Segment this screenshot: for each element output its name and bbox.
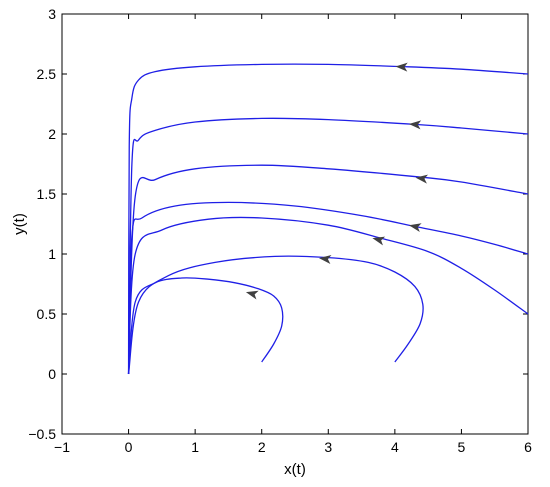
y-axis-label: y(t) <box>11 213 28 235</box>
x-tick-label: 4 <box>391 439 399 455</box>
trajectory-6 <box>127 255 424 375</box>
trajectory-1 <box>127 63 529 375</box>
x-tick-label: 6 <box>524 439 532 455</box>
trajectory-curves <box>127 63 529 375</box>
direction-arrow-2 <box>408 120 422 130</box>
direction-arrow-4 <box>408 223 422 233</box>
x-tick-label: 1 <box>191 439 199 455</box>
x-tick-label: 5 <box>458 439 466 455</box>
x-tick-label: 3 <box>324 439 332 455</box>
trajectory-5 <box>127 216 529 375</box>
y-tick-label: 0.5 <box>37 306 57 322</box>
trajectory-2 <box>127 117 529 375</box>
x-tick-label: −1 <box>54 439 70 455</box>
y-tick-label: 3 <box>48 6 56 22</box>
y-tick-label: 2 <box>48 126 56 142</box>
trajectory-4 <box>127 201 529 375</box>
direction-arrow-1 <box>395 62 408 72</box>
direction-arrow-7 <box>245 290 259 300</box>
trajectory-7 <box>127 277 284 375</box>
direction-arrow-5 <box>372 236 386 246</box>
direction-arrows <box>245 62 428 300</box>
x-tick-label: 2 <box>258 439 266 455</box>
x-axis-label: x(t) <box>284 461 306 478</box>
y-tick-label: 2.5 <box>37 66 57 82</box>
direction-arrow-3 <box>415 174 428 184</box>
y-tick-label: 0 <box>48 366 56 382</box>
x-tick-label: 0 <box>125 439 133 455</box>
y-tick-label: −0.5 <box>28 426 56 442</box>
direction-arrow-6 <box>319 255 332 264</box>
trajectory-3 <box>127 164 529 375</box>
axis-ticks: −1 0 1 2 3 4 5 6 −0.5 0 0.5 1 1.5 2 2.5 3 <box>28 6 532 455</box>
y-tick-label: 1 <box>48 246 56 262</box>
y-tick-label: 1.5 <box>37 186 57 202</box>
plot-area-frame <box>61 13 529 435</box>
